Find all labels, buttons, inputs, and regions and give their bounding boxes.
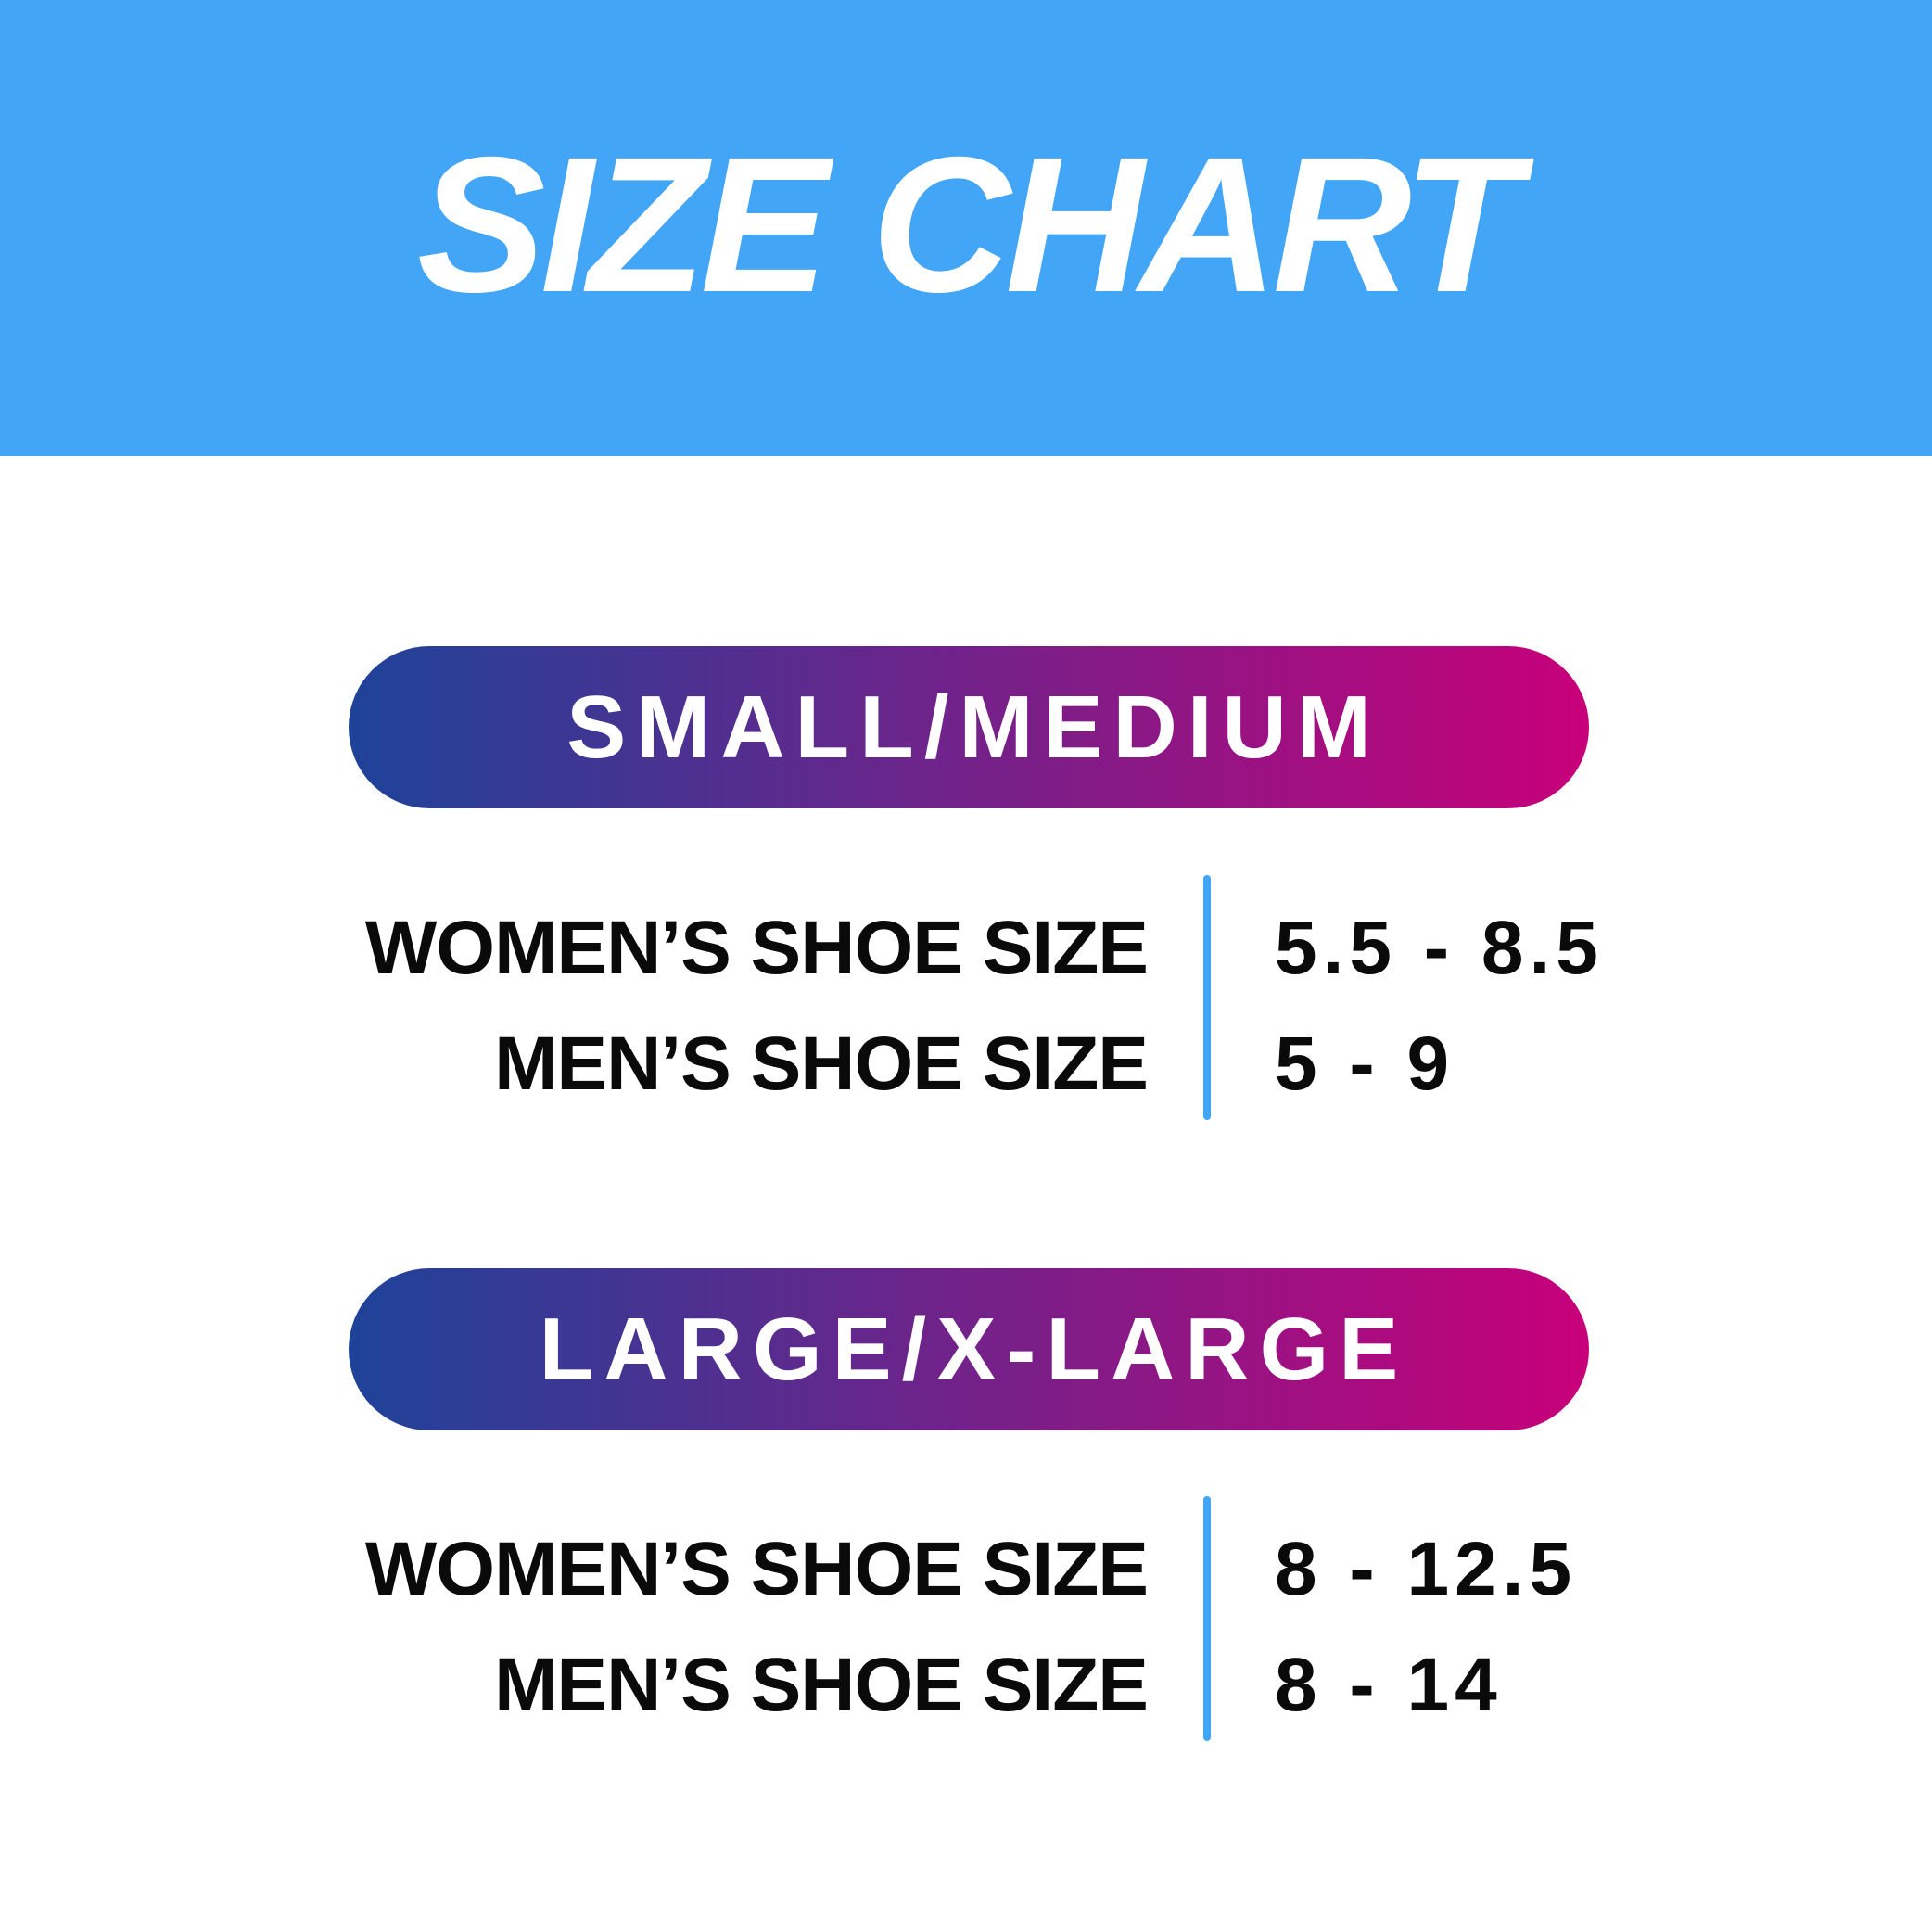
size-table-large-xlarge: WOMEN’S SHOE SIZE 8 - 12.5 MEN’S SHOE SI… [306, 1496, 1632, 1743]
row-value-womens: 5.5 - 8.5 [1275, 906, 1604, 990]
size-pill-small-medium-label: SMALL/MEDIUM [566, 677, 1381, 777]
row-value-mens: 5 - 9 [1275, 1022, 1455, 1106]
row-value-mens: 8 - 14 [1275, 1643, 1503, 1727]
row-label-mens: MEN’S SHOE SIZE [494, 1643, 1149, 1727]
size-table-small-medium: WOMEN’S SHOE SIZE 5.5 - 8.5 MEN’S SHOE S… [306, 875, 1632, 1122]
size-pill-large-xlarge-label: LARGE/X-LARGE [539, 1299, 1409, 1399]
table-row: WOMEN’S SHOE SIZE 8 - 12.5 [306, 1511, 1632, 1627]
vertical-divider [1203, 875, 1211, 1120]
row-label-mens: MEN’S SHOE SIZE [494, 1022, 1149, 1106]
table-row: WOMEN’S SHOE SIZE 5.5 - 8.5 [306, 890, 1632, 1006]
table-row: MEN’S SHOE SIZE 5 - 9 [306, 1006, 1632, 1122]
row-label-womens: WOMEN’S SHOE SIZE [364, 906, 1149, 990]
vertical-divider [1203, 1496, 1211, 1741]
page-title: SIZE CHART [416, 117, 1520, 333]
row-value-womens: 8 - 12.5 [1275, 1527, 1578, 1611]
table-row: MEN’S SHOE SIZE 8 - 14 [306, 1627, 1632, 1743]
size-pill-small-medium: SMALL/MEDIUM [349, 646, 1589, 808]
row-label-womens: WOMEN’S SHOE SIZE [364, 1527, 1149, 1611]
size-pill-large-xlarge: LARGE/X-LARGE [349, 1268, 1589, 1430]
header-banner: SIZE CHART [0, 0, 1932, 456]
